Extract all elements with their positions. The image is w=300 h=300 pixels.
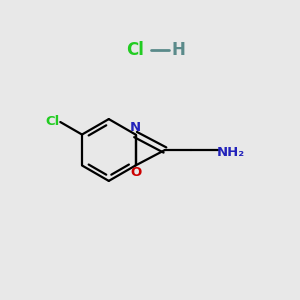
Text: H: H (171, 41, 185, 59)
Text: O: O (130, 166, 141, 179)
Text: Cl: Cl (45, 115, 59, 128)
Text: NH₂: NH₂ (217, 146, 245, 159)
Text: Cl: Cl (126, 41, 144, 59)
Text: N: N (130, 121, 141, 134)
